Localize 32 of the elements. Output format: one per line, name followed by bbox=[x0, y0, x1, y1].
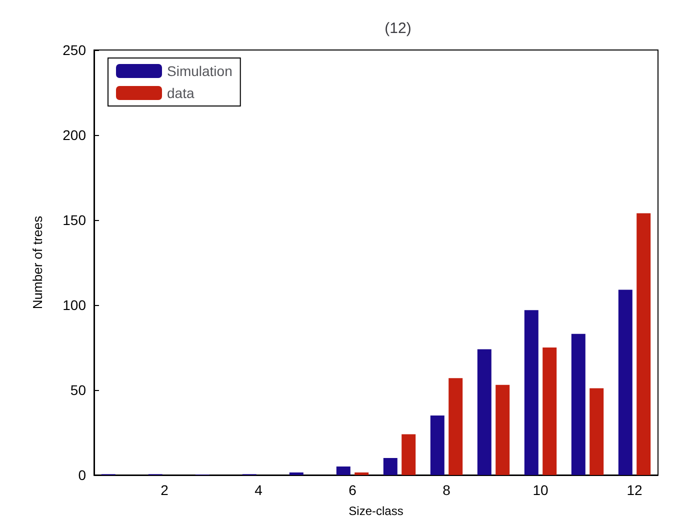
bar bbox=[542, 348, 557, 475]
bar bbox=[336, 466, 350, 475]
legend-label: data bbox=[167, 85, 194, 101]
x-tick-label: 8 bbox=[442, 482, 451, 498]
y-tick-label: 50 bbox=[70, 382, 86, 398]
y-axis-title: Number of trees bbox=[30, 215, 45, 310]
x-tick-label: 12 bbox=[626, 482, 642, 498]
x-tick-label: 4 bbox=[254, 482, 263, 498]
bar bbox=[448, 378, 463, 475]
bar bbox=[618, 290, 632, 475]
x-tick-label: 2 bbox=[160, 482, 169, 498]
bar bbox=[636, 213, 651, 475]
bar bbox=[590, 388, 604, 475]
y-tick-label: 100 bbox=[62, 297, 86, 313]
y-tick-label: 200 bbox=[62, 127, 86, 143]
bar bbox=[354, 472, 369, 475]
bar bbox=[571, 334, 586, 475]
y-tick-label: 150 bbox=[62, 212, 86, 228]
y-tick-label: 0 bbox=[78, 467, 86, 483]
bar bbox=[496, 384, 510, 475]
bar bbox=[402, 434, 416, 475]
bar bbox=[289, 472, 304, 475]
bar bbox=[524, 310, 538, 475]
legend-label: Simulation bbox=[167, 63, 232, 79]
bar bbox=[430, 416, 444, 475]
x-axis-title: Size-class bbox=[348, 504, 404, 518]
x-tick-label: 10 bbox=[532, 482, 548, 498]
chart-title: (12) bbox=[384, 20, 412, 37]
x-tick-label: 6 bbox=[348, 482, 357, 498]
y-tick-label: 250 bbox=[62, 42, 86, 58]
bar bbox=[477, 349, 492, 475]
bar bbox=[383, 458, 398, 475]
